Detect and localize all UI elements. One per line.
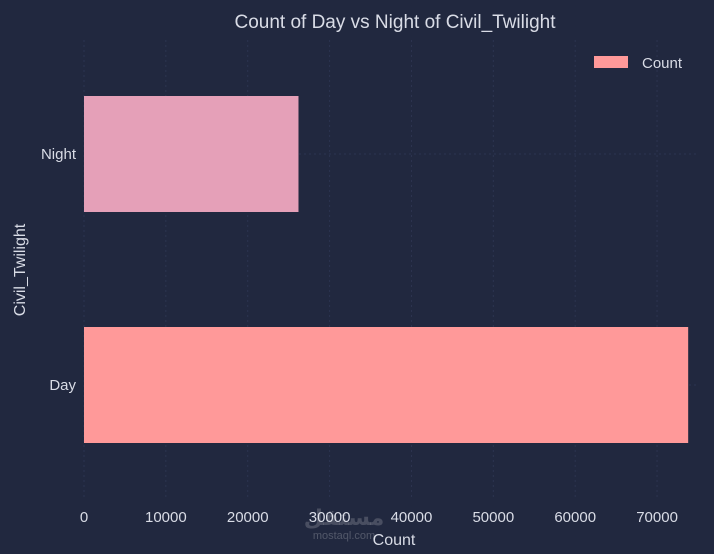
legend-entry-count: Count xyxy=(642,55,683,72)
x-tick-label: 40000 xyxy=(391,509,433,526)
bar-day xyxy=(84,327,689,443)
x-tick-label: 0 xyxy=(80,509,88,526)
legend-swatch xyxy=(594,56,628,68)
bar-night xyxy=(84,96,299,212)
chart-title: Count of Day vs Night of Civil_Twilight xyxy=(234,12,556,33)
y-tick-label-night: Night xyxy=(41,146,77,163)
x-tick-label: 60000 xyxy=(554,509,596,526)
y-tick-labels: Night Day xyxy=(41,146,77,394)
x-tick-label: 50000 xyxy=(472,509,514,526)
x-tick-label: 70000 xyxy=(636,509,678,526)
x-tick-label: 10000 xyxy=(145,509,187,526)
x-tick-labels: 0 10000 20000 30000 40000 50000 60000 70000 xyxy=(80,509,678,526)
y-axis-label: Civil_Twilight xyxy=(12,223,29,316)
x-tick-label: 20000 xyxy=(227,509,269,526)
watermark: مستقل mostaql.com xyxy=(304,505,384,542)
y-tick-label-day: Day xyxy=(49,377,76,394)
bars xyxy=(84,96,689,443)
x-tick-label: 30000 xyxy=(309,509,351,526)
legend: Count xyxy=(594,55,683,72)
watermark-logo: مستقل xyxy=(304,505,384,530)
watermark-url: mostaql.com xyxy=(313,530,375,542)
x-axis-label: Count xyxy=(373,532,416,549)
